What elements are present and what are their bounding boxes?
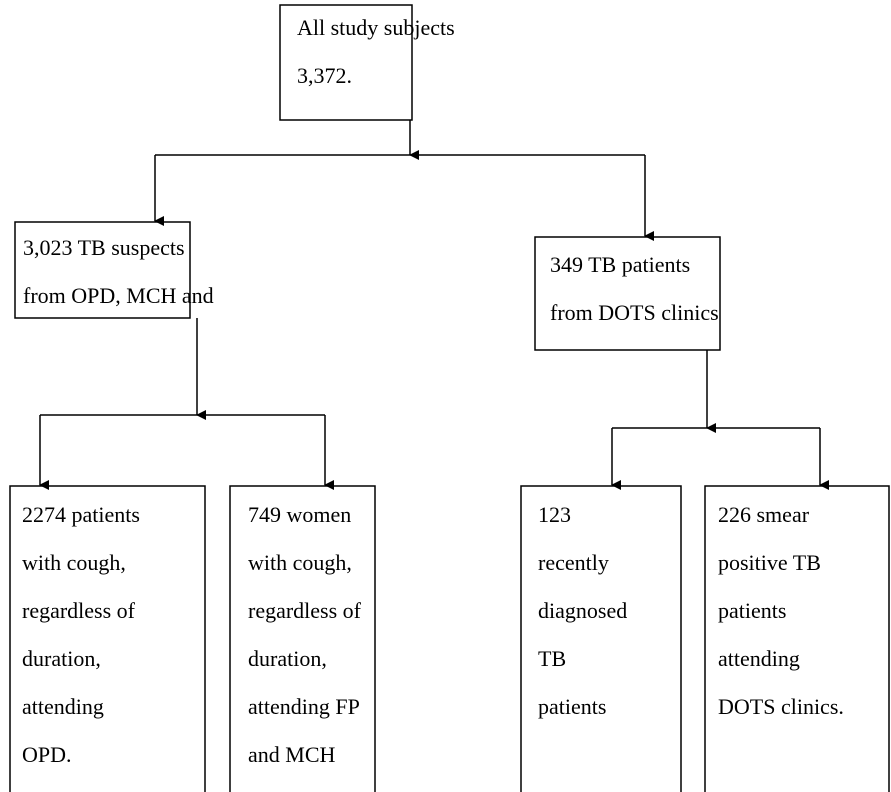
node-text: from OPD, MCH and	[23, 283, 214, 308]
node-text: 349 TB patients	[550, 252, 690, 277]
labels: All study subjects 3,372. 3,023 TB suspect…	[22, 15, 844, 767]
node-text: 226 smear	[718, 502, 810, 527]
connectors	[39, 120, 829, 490]
node-text: attending	[22, 694, 104, 719]
node-box	[279, 4, 413, 121]
node-text: and MCH	[248, 742, 336, 767]
node-text: OPD.	[22, 742, 72, 767]
node-text: regardless of	[22, 598, 136, 623]
node-box	[9, 485, 206, 792]
node-text: 2274 patients	[22, 502, 140, 527]
node-text: TB	[538, 646, 566, 671]
node-text: attending FP	[248, 694, 360, 719]
node-text: positive TB	[718, 550, 821, 575]
node-text: regardless of	[248, 598, 362, 623]
node-text: recently	[538, 550, 609, 575]
node-box	[14, 221, 191, 319]
node-box	[704, 485, 890, 792]
node-text: duration,	[248, 646, 327, 671]
boxes	[9, 4, 890, 792]
node-text: attending	[718, 646, 800, 671]
node-text: patients	[538, 694, 606, 719]
node-text: 3,023 TB suspects	[23, 235, 185, 260]
node-text: DOTS clinics.	[718, 694, 844, 719]
node-text: from DOTS clinics	[550, 300, 719, 325]
node-text: duration,	[22, 646, 101, 671]
node-text: diagnosed	[538, 598, 627, 623]
node-text: with cough,	[22, 550, 126, 575]
node-text: 749 women	[248, 502, 351, 527]
node-box	[534, 236, 721, 351]
node-box	[520, 485, 682, 792]
node-text: All study subjects	[297, 15, 455, 40]
node-text: patients	[718, 598, 786, 623]
node-box	[229, 485, 376, 792]
node-text: 3,372.	[297, 63, 352, 88]
node-text: with cough,	[248, 550, 352, 575]
node-text: 123	[538, 502, 571, 527]
